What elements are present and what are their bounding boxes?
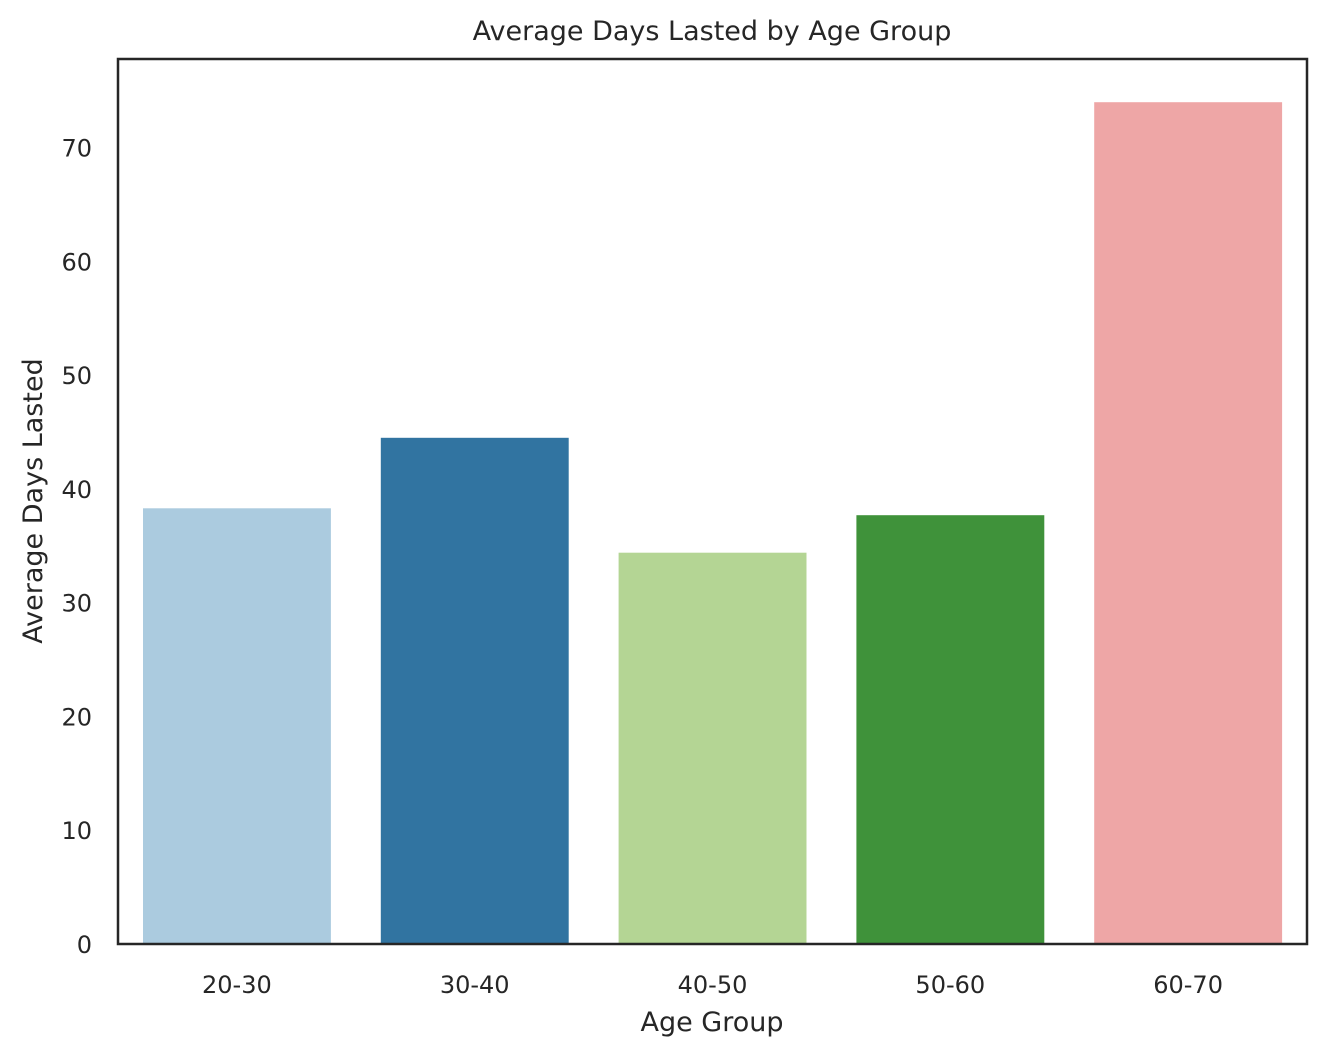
bars-layer — [143, 102, 1283, 944]
y-tick-label: 40 — [61, 476, 92, 504]
y-tick-label: 20 — [61, 704, 92, 732]
bar-60-70 — [1094, 102, 1283, 944]
x-tick-label: 20-30 — [202, 971, 272, 999]
y-tick-label: 50 — [61, 362, 92, 390]
bar-50-60 — [856, 515, 1045, 944]
bar-20-30 — [143, 508, 331, 944]
y-tick-label: 30 — [61, 590, 92, 618]
plot-frame — [116, 57, 1309, 946]
bar-40-50 — [618, 552, 807, 944]
y-tick-label: 0 — [77, 931, 92, 959]
x-axis-ticks: 20-30 30-40 40-50 50-60 60-70 — [202, 971, 1223, 999]
x-axis-label: Age Group — [640, 1007, 783, 1038]
y-tick-label: 70 — [61, 135, 92, 163]
x-tick-label: 30-40 — [440, 971, 510, 999]
x-tick-label: 50-60 — [915, 971, 985, 999]
y-tick-label: 60 — [61, 249, 92, 277]
x-tick-label: 60-70 — [1153, 971, 1223, 999]
chart-title: Average Days Lasted by Age Group — [473, 16, 952, 47]
y-tick-label: 10 — [61, 817, 92, 845]
x-tick-label: 40-50 — [678, 971, 748, 999]
bar-30-40 — [380, 437, 569, 944]
y-axis-label: Average Days Lasted — [18, 358, 49, 643]
y-axis-ticks: 0 10 20 30 40 50 60 70 — [61, 135, 92, 959]
